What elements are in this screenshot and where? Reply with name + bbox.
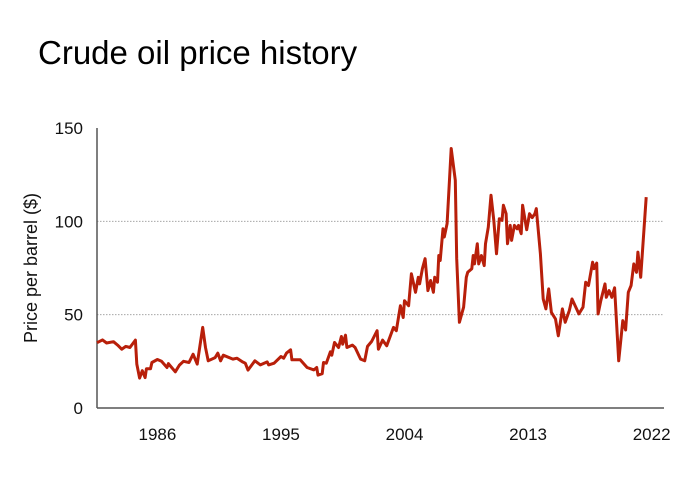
x-tick-label: 2004 [386, 425, 424, 444]
y-tick-label: 100 [55, 212, 83, 231]
chart-title: Crude oil price history [38, 34, 358, 71]
y-axis-label: Price per barrel ($) [21, 193, 41, 343]
y-tick-label: 0 [74, 399, 83, 418]
x-tick-label: 2022 [633, 425, 671, 444]
x-tick-label: 1986 [138, 425, 176, 444]
x-tick-label: 2013 [509, 425, 547, 444]
y-tick-label: 50 [64, 306, 83, 325]
series-line-crude-oil-price [96, 147, 648, 380]
y-tick-label: 150 [55, 119, 83, 138]
x-tick-label: 1995 [262, 425, 300, 444]
